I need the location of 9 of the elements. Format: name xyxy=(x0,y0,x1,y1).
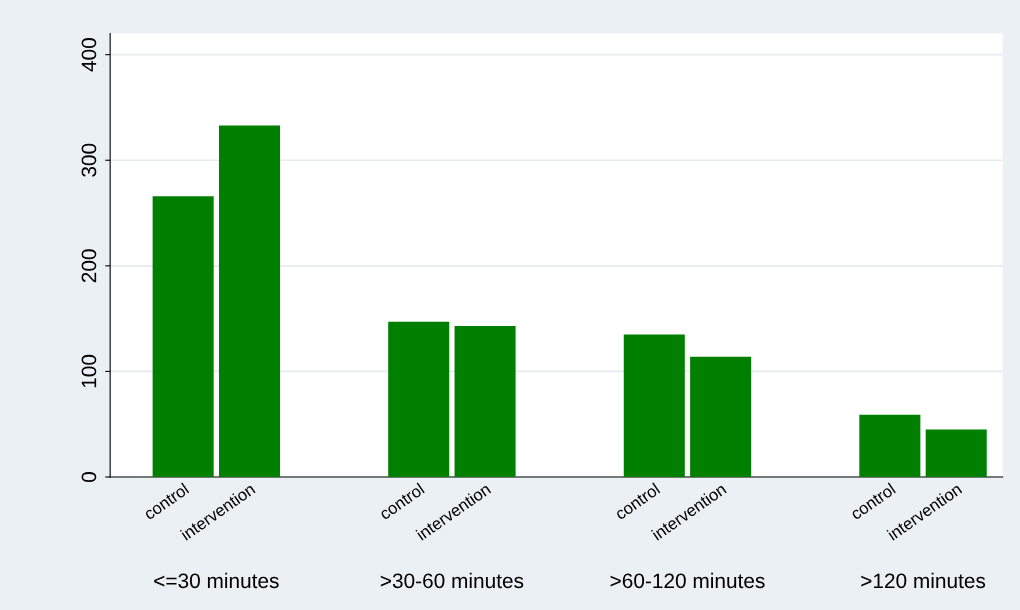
y-tick-label: 300 xyxy=(81,143,97,177)
y-tick-label: 0 xyxy=(81,472,97,482)
text: >60-120 minutes xyxy=(610,572,765,589)
y-tick-label: 100 xyxy=(81,354,97,388)
y-tick-label: 200 xyxy=(81,249,97,283)
text: >120 minutes xyxy=(861,572,986,589)
text: >30-60 minutes xyxy=(380,572,524,589)
text: <=30 minutes xyxy=(154,572,279,589)
y-tick-label: 400 xyxy=(81,38,97,72)
